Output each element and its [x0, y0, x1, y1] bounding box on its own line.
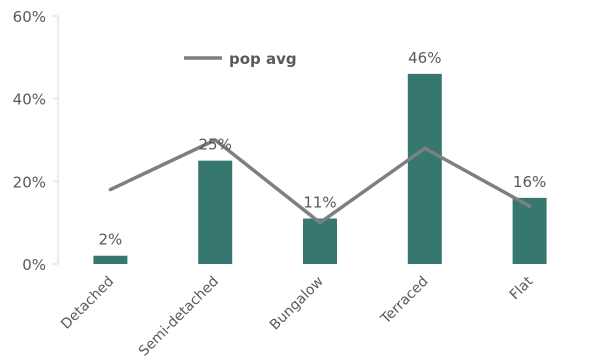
- data-label: 46%: [408, 49, 441, 67]
- bars: [93, 73, 547, 264]
- data-label: 25%: [199, 136, 232, 154]
- y-tick-label: 0%: [22, 256, 46, 274]
- bar: [198, 160, 233, 264]
- category-label: Semi-detached: [136, 274, 222, 360]
- category-label: Flat: [507, 273, 537, 303]
- pop-avg-line: [108, 138, 532, 225]
- bar: [407, 73, 442, 264]
- legend: pop avg: [184, 50, 297, 68]
- bar: [303, 218, 337, 264]
- y-tick-label: 40%: [13, 91, 46, 109]
- data-label: 2%: [99, 231, 123, 249]
- category-label: Bungalow: [267, 274, 327, 334]
- category-label: Terraced: [377, 274, 431, 328]
- bar: [93, 255, 128, 264]
- bar: [512, 197, 547, 264]
- data-label: 16%: [513, 173, 546, 191]
- category-label: Detached: [58, 274, 117, 333]
- pop-avg-line-layer: [108, 138, 532, 225]
- y-tick-label: 20%: [13, 173, 46, 191]
- data-label: 11%: [303, 194, 336, 212]
- y-tick-label: 60%: [13, 8, 46, 26]
- y-axis: 0% 20% 40% 60%: [13, 8, 59, 274]
- legend-label: pop avg: [229, 50, 297, 68]
- category-labels: Detached Semi-detached Bungalow Terraced Fla…: [58, 273, 537, 359]
- data-labels: 2% 25% 11% 46% 16%: [99, 49, 547, 249]
